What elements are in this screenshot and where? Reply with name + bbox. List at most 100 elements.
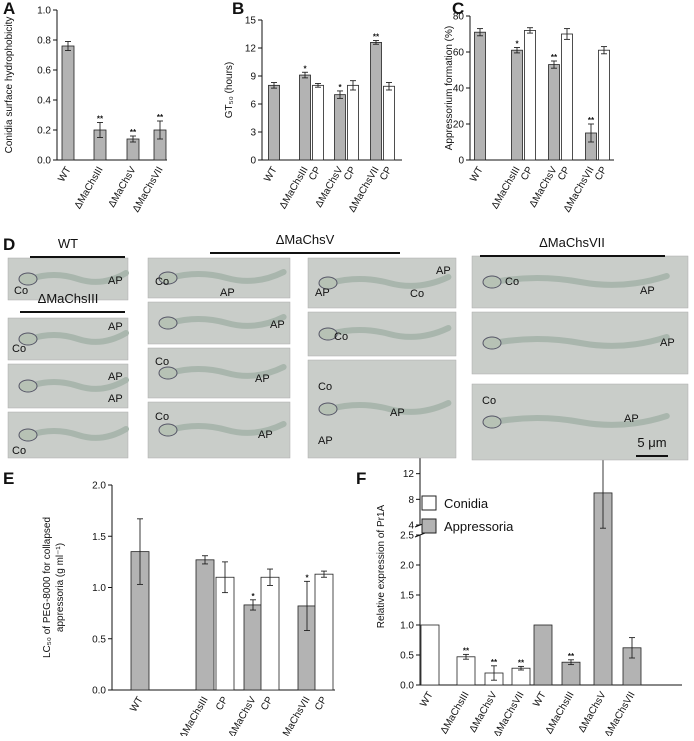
cell-label: AP [258,429,273,441]
group-title: ΔMaChsIII [38,291,99,306]
bar [561,661,581,686]
bar [420,624,440,686]
y-tick-label: 0.6 [37,66,51,77]
error-bar [601,46,607,55]
y-tick-label: 1.0 [400,621,414,632]
error-bar [267,568,273,586]
y-tick-label: 1.5 [92,532,106,543]
cell-label: AP [270,319,285,331]
conidium [482,336,502,350]
x-tick-label: WT [128,695,145,714]
cell-label: Co [12,445,26,457]
hypha [167,421,287,436]
bar [383,85,395,161]
y-tick-label: 0 [458,156,464,167]
hypha [491,334,670,349]
error-bar [518,665,524,671]
y-tick-label: 1.0 [37,6,51,17]
significance: ** [518,658,525,667]
cell-label: AP [108,371,123,383]
y-tick-label: 0.0 [92,686,106,697]
x-tick-label: WT [531,690,548,709]
y-tick-label: 2.0 [92,481,106,492]
panel-letter: C [452,0,464,18]
x-tick-label: CP [214,695,231,713]
significance: ** [130,128,137,137]
cell-label: Co [505,276,519,288]
error-bar [463,653,469,660]
conidium [158,271,178,285]
significance: ** [491,658,498,667]
significance: * [338,83,342,92]
conidium [318,327,338,341]
y-tick-label: 40 [453,84,465,95]
x-tick-label: CP [519,165,536,183]
bar [260,576,280,691]
x-tick-label: CP [593,165,610,183]
y-tick-label: 15 [245,16,257,27]
x-tick-label: ΔMaChsVII [278,695,313,736]
cell-label: AP [390,407,405,419]
hypha [167,269,287,284]
significance: ** [157,113,164,122]
error-bar [304,580,310,631]
error-bar [373,40,379,45]
x-tick-label: ΔMaChsIII [490,165,523,211]
cell-label: AP [436,265,451,277]
hypha [327,274,452,289]
error-bar [491,665,497,681]
bar [474,31,486,161]
cell-label: Co [155,276,169,288]
legend-label: Appressoria [444,519,514,534]
conidium [18,332,38,346]
significance: * [515,40,519,49]
panel-letter: F [356,469,366,488]
x-tick-label: ΔMaChsVII [603,690,638,736]
hypha [27,330,129,345]
bar [456,656,476,686]
bar [334,94,346,161]
y-axis-label: appressoria (g ml⁻¹) [55,543,66,632]
x-tick-label: CP [556,165,573,183]
conidium [158,316,178,330]
y-tick-label: 0.8 [37,36,51,47]
hypha [27,377,129,392]
hypha [167,364,287,379]
error-bar [65,41,71,51]
y-tick-label: 1.0 [92,583,106,594]
group-title: ΔMaChsV [276,232,335,247]
y-tick-label: 3 [250,128,256,139]
hypha [327,325,452,340]
cell-label: Co [155,356,169,368]
significance: ** [551,53,558,62]
cell-label: AP [318,435,333,447]
error-bar [514,47,520,54]
hypha [27,270,129,285]
bar [598,49,610,161]
conidium [318,402,338,416]
cell-label: Co [482,395,496,407]
conidium [482,415,502,429]
bar [511,667,531,686]
x-tick-label: WT [56,165,73,184]
error-bar [271,82,277,89]
y-axis-label: LC₅₀ of PEG-8000 for collapsed [42,517,53,658]
bar [243,604,263,691]
error-bar [337,90,343,99]
bar [347,84,359,161]
cell-label: AP [255,373,270,385]
y-tick-label: 0.0 [400,681,414,692]
y-axis-label: Conidia surface hydrophobicity [4,17,15,154]
y-tick-label: 4 [408,521,414,532]
bar [533,624,553,686]
y-tick-label: 80 [453,12,465,23]
significance: ** [568,652,575,661]
bar [215,576,235,691]
y-tick-label: 0.5 [92,634,106,645]
significance: * [305,573,309,582]
significance: ** [97,115,104,124]
bar [61,45,75,161]
error-bar [157,120,163,140]
panel-letter: D [3,235,15,254]
